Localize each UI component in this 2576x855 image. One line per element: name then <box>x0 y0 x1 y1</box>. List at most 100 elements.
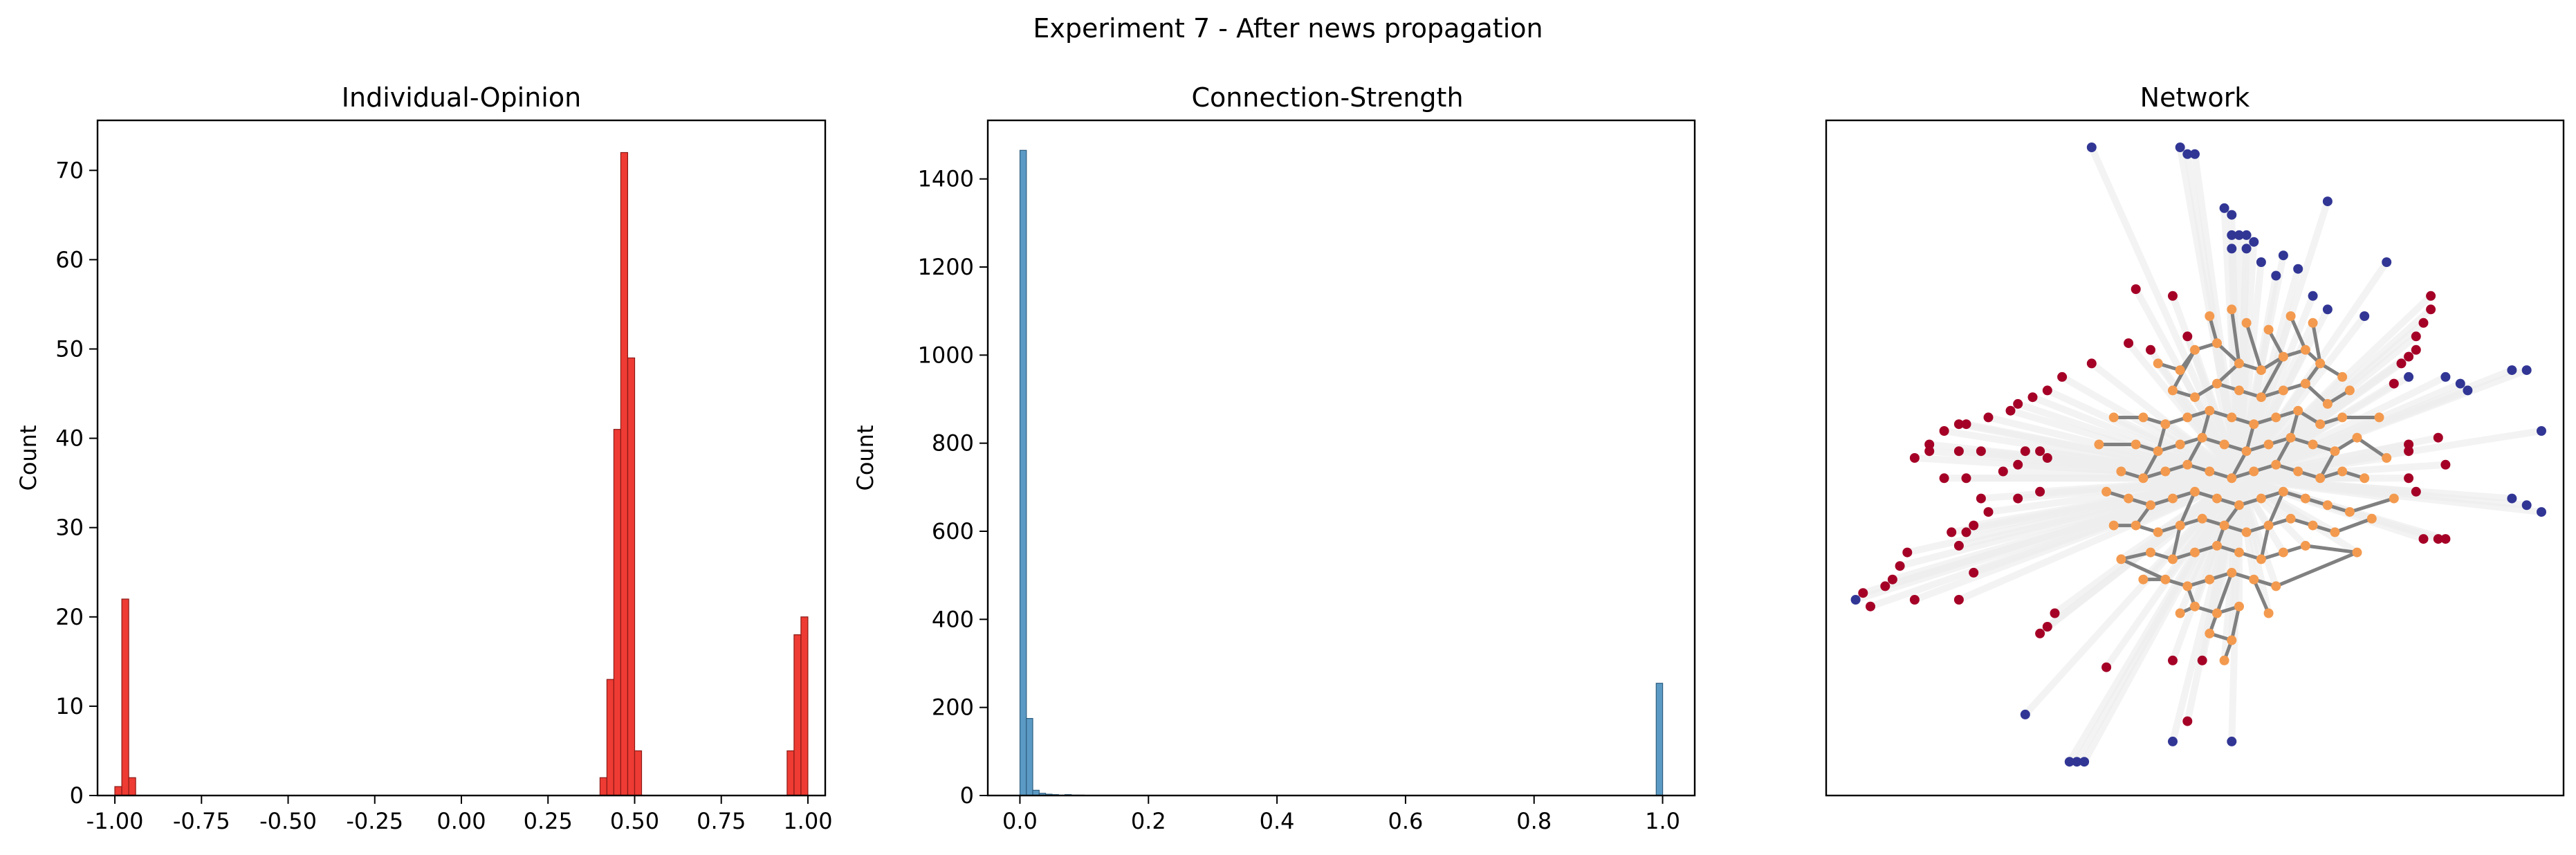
network-node-negative <box>2131 284 2141 294</box>
network-node-neutral <box>2219 439 2229 450</box>
network-node-neutral <box>2190 344 2200 355</box>
network-node-neutral <box>2315 358 2326 369</box>
network-node-negative <box>2086 358 2097 369</box>
x-tick-label: 0.00 <box>436 808 486 834</box>
network-node-neutral <box>2212 338 2222 349</box>
strong-edge <box>2230 450 2248 479</box>
network-node-negative <box>1939 426 1949 436</box>
y-axis-label: Count <box>852 425 878 490</box>
network-node-positive <box>2241 243 2252 254</box>
network-node-positive <box>2455 378 2465 389</box>
strong-edge <box>2304 382 2329 405</box>
y-tick-label: 60 <box>55 246 84 273</box>
weak-edge <box>2243 434 2294 476</box>
network-node-neutral <box>2352 432 2362 443</box>
network-node-neutral <box>2190 486 2200 497</box>
network-node-neutral <box>2212 493 2222 504</box>
y-tick-label: 0 <box>960 782 974 809</box>
network-node-negative <box>2035 446 2045 457</box>
weak-edge <box>2117 486 2225 563</box>
network-node-positive <box>2308 291 2318 301</box>
network-node-negative <box>2057 371 2068 382</box>
strong-edge <box>2142 450 2160 479</box>
network-node-neutral <box>2116 554 2126 564</box>
network-node-neutral <box>2256 365 2266 376</box>
network-node-neutral <box>2108 520 2119 531</box>
network-node-neutral <box>2168 385 2178 396</box>
network-node-neutral <box>2278 486 2288 497</box>
network-node-positive <box>2521 500 2532 511</box>
network-node-neutral <box>2271 581 2281 591</box>
network-node-neutral <box>2205 628 2215 638</box>
histogram-bar <box>1026 717 1033 796</box>
weak-edge <box>2241 414 2280 473</box>
network-node-positive <box>2072 757 2082 767</box>
network-node-negative <box>2182 716 2193 726</box>
y-tick-label: 800 <box>932 430 974 457</box>
network-node-negative <box>2404 351 2414 362</box>
histogram-bar <box>793 634 802 796</box>
network-node-neutral <box>2263 324 2274 335</box>
x-tick-label: -0.25 <box>346 808 403 834</box>
network-node-negative <box>2411 344 2421 355</box>
network-node-neutral <box>2219 655 2229 665</box>
y-tick-label: 10 <box>55 693 84 719</box>
histogram-bar <box>786 750 795 796</box>
network-node-positive <box>2537 507 2546 517</box>
y-tick-label: 0 <box>70 782 84 809</box>
network-node-positive <box>2079 757 2090 767</box>
histogram-bar <box>606 679 615 796</box>
y-tick-label: 1000 <box>918 342 974 368</box>
plot-frame <box>96 119 827 797</box>
network-node-negative <box>1961 419 1971 430</box>
network-node-positive <box>2293 264 2303 274</box>
strong-edge <box>2319 450 2337 479</box>
weak-edge <box>2176 495 2234 617</box>
weak-edge <box>2257 454 2391 479</box>
strong-edge <box>2186 436 2204 466</box>
axis-ticks: -1.00 -0.75 -0.50 -0.25 0.00 0.25 0.50 0.75 1.00… <box>55 157 832 834</box>
network-node-positive <box>2086 142 2097 152</box>
strong-edge <box>2311 322 2322 364</box>
network-node-negative <box>2418 534 2429 544</box>
network-node-neutral <box>2337 412 2348 423</box>
figure-suptitle: Experiment 7 - After news propagation <box>1033 13 1543 44</box>
y-tick-label: 200 <box>932 695 974 721</box>
strong-edge <box>2289 315 2308 351</box>
network-node-positive <box>2227 736 2237 746</box>
network-node-neutral <box>2278 385 2288 396</box>
y-tick-label: 30 <box>55 515 84 541</box>
network-node-positive <box>2322 196 2333 207</box>
network-node-negative <box>2411 331 2421 342</box>
network-node-negative <box>2404 473 2414 484</box>
histogram-bar <box>620 151 629 796</box>
x-tick-label: 1.00 <box>783 808 832 834</box>
network-node-negative <box>1939 473 1949 484</box>
network-node-neutral <box>2190 547 2200 558</box>
network-node-negative <box>1976 493 1986 504</box>
histogram-bar <box>613 429 622 796</box>
network-node-neutral <box>2131 520 2141 531</box>
network-node-neutral <box>2300 540 2310 551</box>
network-node-neutral <box>2146 500 2155 511</box>
weak-edge <box>2110 414 2224 473</box>
network-node-negative <box>2433 534 2443 544</box>
network-node-negative <box>2197 655 2207 665</box>
strong-edge <box>2334 517 2373 534</box>
network-node-positive <box>2219 203 2229 213</box>
network-node-neutral <box>2234 500 2244 511</box>
x-tick-label: 0.2 <box>1131 808 1166 834</box>
network-node-neutral <box>2256 392 2266 403</box>
histogram-bar <box>128 777 136 796</box>
network-node-neutral <box>2205 574 2215 585</box>
network-node-neutral <box>2138 473 2149 484</box>
network-node-negative <box>1880 581 1890 591</box>
x-tick-label: 0.75 <box>697 808 746 834</box>
network-node-negative <box>2035 628 2045 638</box>
network-node-neutral <box>2352 547 2362 558</box>
network-node-negative <box>1953 419 1964 430</box>
strong-edge <box>2267 490 2285 526</box>
x-tick-label: 0.8 <box>1516 808 1552 834</box>
network-node-neutral <box>2249 574 2259 585</box>
network-node-neutral <box>2160 419 2171 430</box>
